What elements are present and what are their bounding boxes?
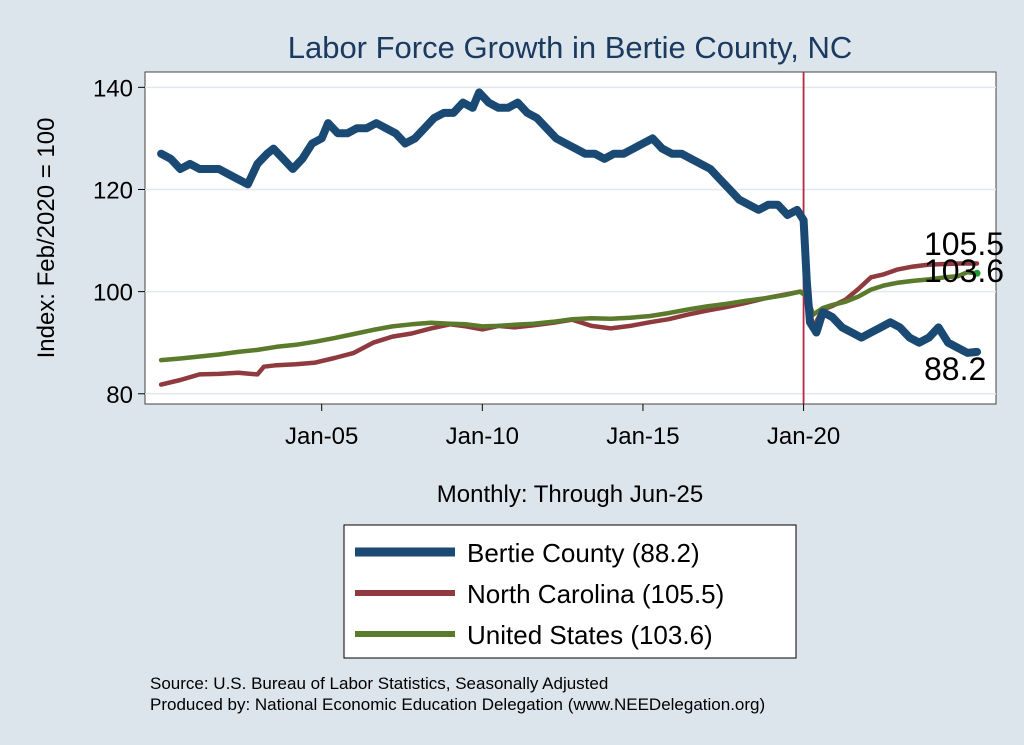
legend-label-north-carolina: North Carolina (105.5): [467, 579, 724, 609]
legend-label-bertie: Bertie County (88.2): [467, 538, 700, 568]
end-label-bertie: 88.2: [924, 351, 986, 387]
source-note: Source: U.S. Bureau of Labor Statistics,…: [150, 674, 608, 693]
producer-note: Produced by: National Economic Education…: [150, 695, 765, 714]
end-label-north-carolina: 105.5: [924, 226, 1004, 262]
x-tick-label-jan-05: Jan-05: [285, 423, 358, 450]
series-lines: [157, 88, 981, 387]
x-tick-label-jan-20: Jan-20: [767, 423, 840, 450]
y-tick-label-120: 120: [93, 177, 133, 204]
plot-area: [144, 71, 997, 405]
y-tick-label-80: 80: [106, 382, 133, 409]
legend: Bertie County (88.2) North Carolina (105…: [343, 524, 797, 659]
x-tick-label-jan-15: Jan-15: [606, 423, 679, 450]
chart-title: Labor Force Growth in Bertie County, NC: [288, 30, 853, 65]
y-axis-ticks: 80 100 120 140: [93, 75, 145, 409]
y-tick-label-140: 140: [93, 75, 133, 102]
series-line-north-carolina: [158, 261, 980, 387]
x-tick-label-jan-10: Jan-10: [446, 423, 519, 450]
series-end-point-united-states: [973, 269, 981, 277]
y-tick-label-100: 100: [93, 280, 133, 307]
y-axis-title: Index: Feb/2020 = 100: [33, 118, 60, 359]
series-line-united-states: [158, 269, 980, 363]
x-axis-title: Monthly: Through Jun-25: [437, 481, 703, 508]
legend-label-united-states: United States (103.6): [467, 620, 713, 650]
end-label-united-states: 103.6: [924, 253, 1004, 289]
x-axis-ticks: Jan-05 Jan-10 Jan-15 Jan-20: [285, 404, 840, 450]
series-line-bertie: [157, 88, 981, 357]
